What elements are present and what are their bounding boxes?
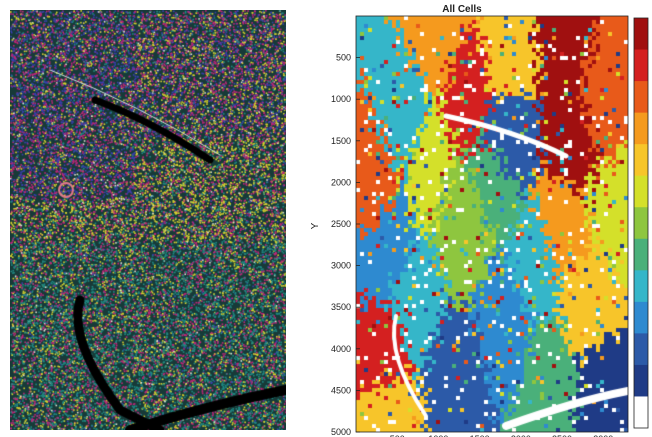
y-tick-label: 2000	[331, 177, 351, 187]
colorbar	[633, 17, 649, 429]
x-tick-label: 2500	[552, 434, 572, 437]
colorbar-swatch	[634, 364, 648, 397]
y-tick-label: 4000	[331, 344, 351, 354]
y-tick-label: 2500	[331, 219, 351, 229]
colorbar-swatch	[634, 207, 648, 240]
colorbar-swatch	[634, 301, 648, 334]
y-tick-label: 5000	[331, 427, 351, 437]
x-axis: 500 1000 1500 2000 2500 3000	[390, 434, 614, 437]
colorbar-swatch	[634, 175, 648, 208]
colorbar-swatch	[634, 112, 648, 145]
y-tick-label: 1500	[331, 136, 351, 146]
x-tick-label: 500	[390, 434, 405, 437]
colorbar-swatch	[634, 333, 648, 366]
colorbar-swatch	[634, 238, 648, 271]
y-tick-label: 1000	[331, 94, 351, 104]
chart-title: All Cells	[442, 4, 482, 15]
colorbar-swatch	[634, 270, 648, 303]
colorbar-frame	[633, 17, 649, 429]
colorbar-swatch	[634, 144, 648, 177]
x-tick-label: 2000	[511, 434, 531, 437]
x-tick-label: 1000	[428, 434, 448, 437]
tissue-image	[10, 10, 286, 430]
tissue-canvas	[10, 10, 286, 430]
x-tick-label: 1500	[470, 434, 490, 437]
y-tick-label: 3000	[331, 261, 351, 271]
cluster-heatmap-panel: All Cells Y 500 1000 1500 2000 2500 3000 3500 4…	[296, 0, 652, 437]
y-axis: 500 1000 1500 2000 2500 3000 3500 4000 4500 5000	[331, 53, 360, 437]
colorbar-swatch	[634, 396, 648, 429]
colorbar-swatch	[634, 81, 648, 114]
colorbar-swatch	[634, 18, 648, 51]
colorbar-swatch	[634, 49, 648, 82]
y-tick-label: 3500	[331, 302, 351, 312]
x-tick-label: 3000	[593, 434, 613, 437]
y-axis-label: Y	[310, 222, 321, 229]
y-tick-label: 4500	[331, 385, 351, 395]
heatmap-chart: All Cells Y 500 1000 1500 2000 2500 3000 3500 4…	[310, 4, 649, 437]
y-tick-label: 500	[336, 53, 351, 63]
heatmap-area	[356, 16, 628, 432]
